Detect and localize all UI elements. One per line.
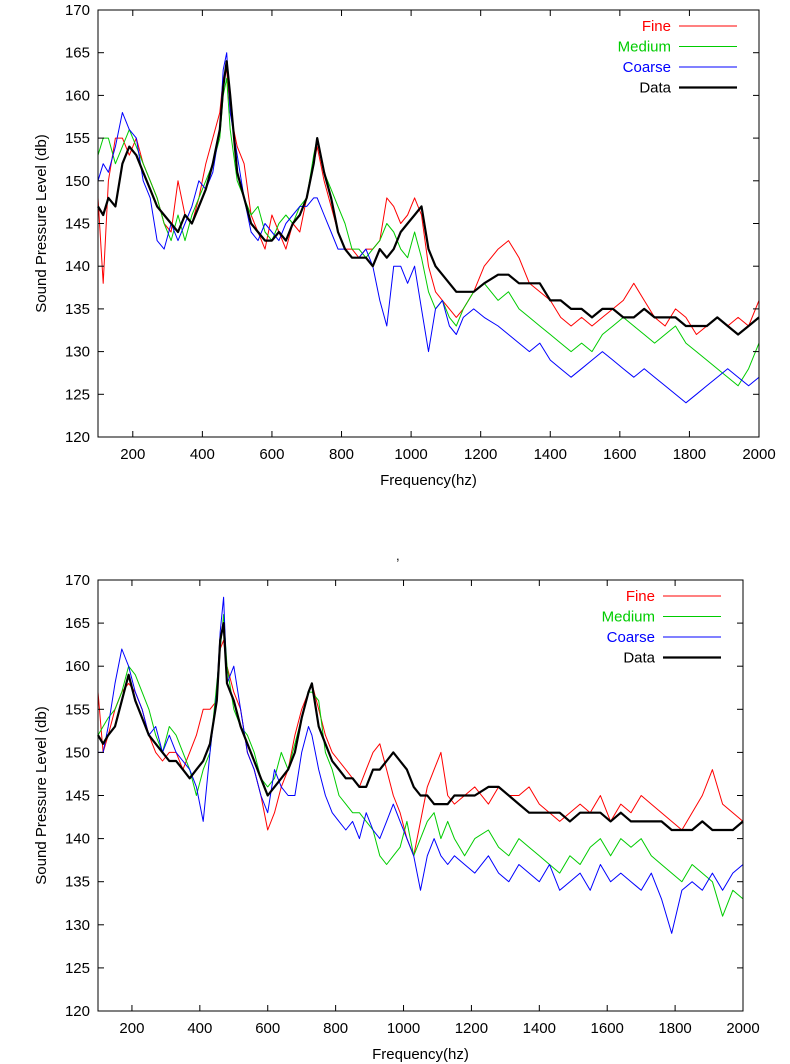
y-axis-label: Sound Pressure Level (db) — [33, 706, 50, 884]
y-tick-label: 120 — [65, 1003, 90, 1020]
x-tick-label: 800 — [323, 1020, 348, 1037]
x-axis-label: Frequency(hz) — [380, 472, 477, 489]
x-tick-label: 2000 — [726, 1020, 759, 1037]
x-tick-label: 400 — [190, 446, 215, 463]
y-tick-label: 150 — [65, 173, 90, 190]
y-tick-label: 140 — [65, 258, 90, 275]
x-tick-label: 200 — [119, 1020, 144, 1037]
y-tick-label: 150 — [65, 744, 90, 761]
y-tick-label: 140 — [65, 831, 90, 848]
x-tick-label: 1000 — [394, 446, 427, 463]
series-line-data — [97, 621, 744, 832]
x-tick-label: 1200 — [455, 1020, 488, 1037]
series-line-fine — [97, 639, 744, 857]
legend-label-fine: Fine — [642, 18, 671, 35]
series-line-medium — [97, 77, 760, 387]
y-tick-label: 125 — [65, 386, 90, 403]
x-tick-label: 1400 — [534, 446, 567, 463]
y-tick-label: 120 — [65, 429, 90, 446]
x-tick-label: 1600 — [603, 446, 636, 463]
y-tick-label: 135 — [65, 301, 90, 318]
y-tick-label: 160 — [65, 658, 90, 675]
y-tick-label: 130 — [65, 344, 90, 361]
x-tick-label: 1800 — [673, 446, 706, 463]
y-tick-label: 130 — [65, 917, 90, 934]
x-tick-label: 1000 — [387, 1020, 420, 1037]
x-tick-label: 1600 — [591, 1020, 624, 1037]
y-tick-label: 165 — [65, 615, 90, 632]
y-tick-label: 170 — [65, 2, 90, 19]
x-tick-label: 1800 — [658, 1020, 691, 1037]
x-tick-label: 1200 — [464, 446, 497, 463]
x-axis-label: Frequency(hz) — [372, 1046, 469, 1063]
y-tick-label: 145 — [65, 216, 90, 233]
x-tick-label: 800 — [329, 446, 354, 463]
y-tick-label: 125 — [65, 960, 90, 977]
legend-label-fine: Fine — [626, 588, 655, 605]
legend-label-medium: Medium — [602, 609, 655, 626]
y-tick-label: 165 — [65, 45, 90, 62]
y-tick-label: 160 — [65, 87, 90, 104]
series-line-coarse — [98, 596, 744, 934]
x-tick-label: 600 — [255, 1020, 280, 1037]
legend-label-coarse: Coarse — [607, 629, 655, 646]
x-tick-label: 1400 — [523, 1020, 556, 1037]
chart-bottom: 200 400 600 800 1000 1200 1400 1600 1800 2000 120 1… — [33, 572, 760, 1063]
y-tick-label: 135 — [65, 874, 90, 891]
legend-label-data: Data — [639, 80, 671, 97]
series-line-data — [97, 60, 760, 336]
x-tick-label: 2000 — [742, 446, 775, 463]
stray-mark: , — [396, 548, 400, 563]
y-tick-label: 155 — [65, 701, 90, 718]
series-line-coarse — [97, 52, 760, 404]
legend-label-medium: Medium — [618, 39, 671, 56]
x-tick-label: 400 — [187, 1020, 212, 1037]
y-tick-label: 170 — [65, 572, 90, 589]
x-tick-label: 600 — [259, 446, 284, 463]
legend-label-coarse: Coarse — [623, 59, 671, 76]
legend-label-data: Data — [623, 650, 655, 667]
x-tick-label: 200 — [120, 446, 145, 463]
y-tick-label: 155 — [65, 130, 90, 147]
series-line-medium — [97, 614, 744, 917]
y-axis-label: Sound Pressure Level (db) — [33, 134, 50, 312]
chart-top: 200 400 600 800 1000 1200 1400 1600 1800 2000 120 1… — [33, 2, 776, 489]
y-tick-label: 145 — [65, 788, 90, 805]
